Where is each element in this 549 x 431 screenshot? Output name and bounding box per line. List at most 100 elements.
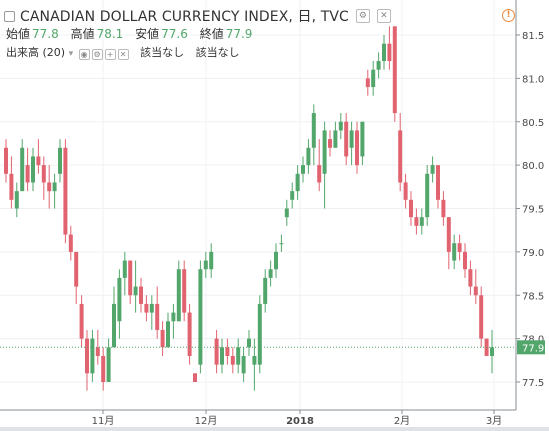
warning-icon[interactable]: ! xyxy=(502,9,515,22)
remove-icon[interactable]: ✕ xyxy=(117,49,129,60)
y-tick-label: 81.5 xyxy=(522,31,544,42)
candle-body xyxy=(122,260,127,278)
candle-body xyxy=(68,234,73,252)
candle-body xyxy=(425,173,430,218)
x-tick-label: 2月 xyxy=(394,415,410,427)
low-label: 安値 xyxy=(135,27,160,41)
candle-body xyxy=(187,312,192,356)
candle-body xyxy=(252,355,257,365)
y-tick-label: 80.0 xyxy=(522,161,544,172)
candle-body xyxy=(473,286,478,296)
candle-body xyxy=(133,286,138,296)
candle-body xyxy=(409,199,413,218)
volume-dropdown-icon[interactable]: ▾ xyxy=(68,49,74,59)
y-tick-label: 78.0 xyxy=(522,335,544,346)
candle-body xyxy=(306,147,311,166)
candle-body xyxy=(176,269,181,322)
candle-body xyxy=(403,182,408,200)
candle-body xyxy=(344,121,349,157)
candle-body xyxy=(463,251,467,270)
high-value: 78.1 xyxy=(96,27,124,41)
candle-body xyxy=(290,191,295,200)
candle-body xyxy=(58,147,62,174)
y-tick-label: 80.5 xyxy=(522,118,544,129)
candle-body xyxy=(446,217,451,252)
settings-small-icon[interactable]: ⚙ xyxy=(91,49,103,60)
candle-body xyxy=(160,329,165,348)
candle-body xyxy=(301,165,305,174)
candle-body xyxy=(479,295,484,339)
candle-body xyxy=(468,269,473,287)
volume-label: 出来高 (20) xyxy=(6,46,66,59)
candle-body xyxy=(436,165,440,200)
candle-body xyxy=(220,347,224,365)
candle-body xyxy=(241,355,246,374)
candle-body xyxy=(365,78,370,88)
candle-body xyxy=(268,269,273,278)
candle-body xyxy=(193,373,197,382)
volume-value-1: 該当なし xyxy=(140,46,185,59)
y-tick-label: 79.5 xyxy=(522,205,544,216)
bottom-panel-edge xyxy=(0,427,549,431)
eye-icon[interactable]: ◉ xyxy=(78,49,90,60)
candle-body xyxy=(25,165,30,183)
candle-body xyxy=(14,191,19,209)
collapse-toggle-icon[interactable] xyxy=(4,10,15,22)
candle-body xyxy=(63,147,68,235)
candle-body xyxy=(284,208,289,218)
candle-body xyxy=(128,260,133,296)
candle-body xyxy=(355,130,359,166)
candle-body xyxy=(419,217,424,226)
candle-body xyxy=(149,303,154,313)
candle-body xyxy=(257,303,262,365)
candle-body xyxy=(4,147,8,174)
candle-body xyxy=(387,43,392,62)
candle-body xyxy=(171,312,176,322)
candle-body xyxy=(20,147,25,192)
candle-body xyxy=(225,347,230,356)
open-label: 始値 xyxy=(6,27,31,41)
y-tick-label: 79.0 xyxy=(522,248,544,259)
candle-body xyxy=(236,347,241,365)
candle-body xyxy=(328,139,332,148)
close-value: 77.9 xyxy=(225,27,253,41)
close-label: 終値 xyxy=(199,27,224,41)
candle-body xyxy=(279,243,284,245)
volume-value-2: 該当なし xyxy=(195,46,240,59)
x-tick-label: 11月 xyxy=(92,415,115,427)
candle-body xyxy=(47,182,52,192)
candle-body xyxy=(41,165,46,183)
settings-icon[interactable]: ⚙ xyxy=(355,9,370,23)
candle-body xyxy=(9,173,14,200)
candle-body xyxy=(382,43,386,62)
close-icon[interactable]: ✕ xyxy=(376,9,391,23)
candle-body xyxy=(430,165,435,174)
candle-body xyxy=(79,303,84,339)
candle-body xyxy=(230,355,235,365)
candle-body xyxy=(139,286,143,304)
y-tick-label: 81.0 xyxy=(522,74,544,85)
candle-body xyxy=(214,338,219,365)
chart-title: CANADIAN DOLLAR CURRENCY INDEX, 日, TVC xyxy=(20,9,349,25)
candle-body xyxy=(295,173,300,192)
candle-body xyxy=(452,243,457,261)
candle-body xyxy=(371,69,376,88)
low-value: 77.6 xyxy=(161,27,188,41)
candle-body xyxy=(101,355,106,382)
add-icon[interactable]: + xyxy=(104,49,116,60)
candle-body xyxy=(209,251,214,270)
candle-body xyxy=(74,251,79,287)
volume-readout: 出来高 (20) ▾ ◉ ⚙ + ✕ 該当なし 該当なし xyxy=(6,44,240,60)
candle-body xyxy=(52,182,57,192)
x-tick-label: 3月 xyxy=(486,415,502,427)
candle-body xyxy=(333,130,338,148)
candle-body xyxy=(274,251,278,270)
candle-body xyxy=(338,121,343,131)
chart-header: CANADIAN DOLLAR CURRENCY INDEX, 日, TVC ⚙… xyxy=(0,0,549,62)
candle-body xyxy=(322,130,327,174)
candle-body xyxy=(85,338,89,374)
title-row: CANADIAN DOLLAR CURRENCY INDEX, 日, TVC ⚙… xyxy=(4,7,391,25)
last-price-label: 77.9 xyxy=(522,343,544,354)
